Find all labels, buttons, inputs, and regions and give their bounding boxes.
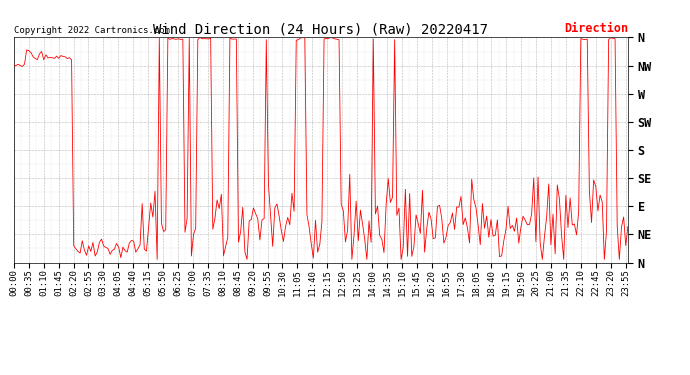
Text: Copyright 2022 Cartronics.com: Copyright 2022 Cartronics.com — [14, 26, 170, 35]
Text: Direction: Direction — [564, 22, 628, 35]
Title: Wind Direction (24 Hours) (Raw) 20220417: Wind Direction (24 Hours) (Raw) 20220417 — [153, 22, 489, 36]
